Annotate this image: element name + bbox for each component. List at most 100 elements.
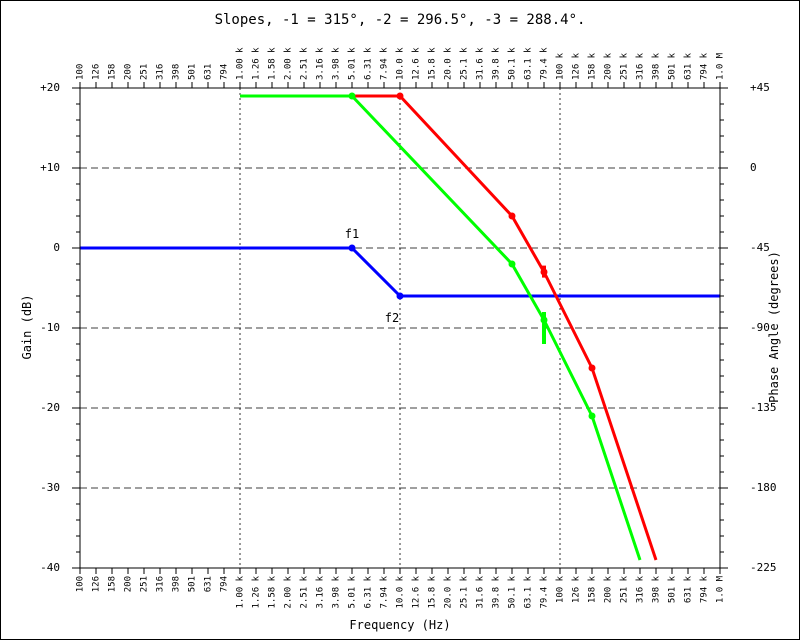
series-point bbox=[396, 92, 404, 100]
series-line bbox=[240, 94, 642, 561]
x-tick-label-bottom: 15.8 k bbox=[428, 575, 438, 608]
annotation-f1: f1 bbox=[345, 227, 359, 241]
y-tick-label-left: -40 bbox=[40, 561, 60, 574]
x-tick-label-bottom: 631 k bbox=[684, 575, 694, 603]
x-tick-label-top: 63.1 k bbox=[524, 47, 534, 80]
y-tick-label-left: -10 bbox=[40, 321, 60, 334]
x-tick-label-top: 12.6 k bbox=[412, 47, 422, 80]
annotations: f1 f2 bbox=[345, 227, 399, 325]
x-tick-label-bottom: 12.6 k bbox=[412, 575, 422, 608]
x-tick-labels: 100 100 126 126 158 158 200 200 251 251 316 316 398 3… bbox=[76, 47, 726, 609]
series-point bbox=[588, 364, 596, 372]
x-tick-label-top: 7.94 k bbox=[380, 47, 390, 80]
y-tick-label-right: -180 bbox=[750, 481, 777, 494]
x-tick-label-top: 3.98 k bbox=[332, 47, 342, 80]
x-tick-label-bottom: 1.58 k bbox=[268, 575, 278, 608]
x-tick-label-bottom: 1.00 k bbox=[236, 575, 246, 608]
y-tick-label-right: -90 bbox=[750, 321, 770, 334]
x-tick-label-bottom: 5.01 k bbox=[348, 575, 358, 608]
x-tick-label-bottom: 63.1 k bbox=[524, 575, 534, 608]
x-tick-label-bottom: 100 bbox=[76, 576, 86, 592]
x-tick-label-top: 39.8 k bbox=[492, 47, 502, 80]
x-tick-label-top: 1.0 M bbox=[716, 52, 726, 80]
x-tick-label-top: 126 bbox=[92, 64, 102, 80]
x-tick-label-bottom: 398 k bbox=[652, 575, 662, 603]
x-tick-label-top: 2.51 k bbox=[300, 47, 310, 80]
series-point bbox=[348, 244, 356, 252]
y-axis-label: Gain (dB) bbox=[20, 294, 34, 359]
x-tick-label-top: 2.00 k bbox=[284, 47, 294, 80]
x-tick-label-top: 100 k bbox=[556, 52, 566, 80]
y-tick-label-left: -30 bbox=[40, 481, 60, 494]
x-tick-label-bottom: 50.1 k bbox=[508, 575, 518, 608]
x-tick-label-top: 316 bbox=[156, 64, 166, 80]
x-tick-label-top: 50.1 k bbox=[508, 47, 518, 80]
x-axis-label: Frequency (Hz) bbox=[349, 618, 450, 632]
series-point bbox=[540, 316, 548, 324]
y-tick-label-right: -225 bbox=[750, 561, 777, 574]
x-tick-label-bottom: 79.4 k bbox=[540, 575, 550, 608]
y-tick-label-left: 0 bbox=[53, 241, 60, 254]
series-point bbox=[508, 260, 516, 268]
x-tick-label-top: 501 k bbox=[668, 52, 678, 80]
x-tick-label-top: 25.1 k bbox=[460, 47, 470, 80]
x-tick-label-bottom: 316 k bbox=[636, 575, 646, 603]
grid bbox=[80, 88, 720, 568]
y-tick-labels: +20 +10 0 -10 -20 -30 -40 +45 0 -45 -90 -135 -180 -22… bbox=[40, 81, 776, 574]
x-tick-label-top: 1.26 k bbox=[252, 47, 262, 80]
x-tick-label-bottom: 126 k bbox=[572, 575, 582, 603]
x-tick-label-bottom: 2.51 k bbox=[300, 575, 310, 608]
x-tick-label-top: 79.4 k bbox=[540, 47, 550, 80]
x-tick-label-bottom: 1.26 k bbox=[252, 575, 262, 608]
x-tick-label-bottom: 3.16 k bbox=[316, 575, 326, 608]
x-tick-label-top: 501 bbox=[188, 64, 198, 80]
x-tick-label-bottom: 7.94 k bbox=[380, 575, 390, 608]
series-line bbox=[240, 94, 658, 561]
x-tick-label-top: 794 bbox=[220, 64, 230, 80]
y-tick-label-right: -45 bbox=[750, 241, 770, 254]
x-tick-label-top: 794 k bbox=[700, 52, 710, 80]
axis-ticks bbox=[72, 82, 728, 574]
y-tick-label-right: +45 bbox=[750, 81, 770, 94]
x-tick-label-top: 15.8 k bbox=[428, 47, 438, 80]
x-tick-label-bottom: 126 bbox=[92, 576, 102, 592]
x-tick-label-bottom: 501 bbox=[188, 576, 198, 592]
x-tick-label-bottom: 6.31 k bbox=[364, 575, 374, 608]
y-tick-label-left: +10 bbox=[40, 161, 60, 174]
x-tick-label-top: 5.01 k bbox=[348, 47, 358, 80]
x-tick-label-top: 251 bbox=[140, 64, 150, 80]
x-tick-label-top: 6.31 k bbox=[364, 47, 374, 80]
x-tick-label-bottom: 316 bbox=[156, 576, 166, 592]
x-tick-label-top: 200 bbox=[124, 64, 134, 80]
x-tick-label-bottom: 31.6 k bbox=[476, 575, 486, 608]
x-tick-label-top: 398 k bbox=[652, 52, 662, 80]
y-tick-label-right: -135 bbox=[750, 401, 777, 414]
y-tick-label-right: 0 bbox=[750, 161, 757, 174]
x-tick-label-bottom: 251 k bbox=[620, 575, 630, 603]
x-tick-label-top: 631 bbox=[204, 64, 214, 80]
x-tick-label-bottom: 158 bbox=[108, 576, 118, 592]
x-tick-label-top: 31.6 k bbox=[476, 47, 486, 80]
plot-area-border bbox=[79, 87, 721, 569]
y-tick-label-left: -20 bbox=[40, 401, 60, 414]
x-tick-label-bottom: 794 bbox=[220, 576, 230, 592]
series-group bbox=[80, 92, 720, 561]
y2-axis-label: Phase Angle (degrees) bbox=[767, 251, 781, 403]
x-tick-label-top: 158 bbox=[108, 64, 118, 80]
x-tick-label-bottom: 10.0 k bbox=[396, 575, 406, 608]
x-tick-label-bottom: 200 bbox=[124, 576, 134, 592]
x-tick-label-top: 316 k bbox=[636, 52, 646, 80]
x-tick-label-bottom: 2.00 k bbox=[284, 575, 294, 608]
annotation-f2: f2 bbox=[385, 311, 399, 325]
x-tick-label-bottom: 39.8 k bbox=[492, 575, 502, 608]
x-tick-label-bottom: 158 k bbox=[588, 575, 598, 603]
x-tick-label-bottom: 100 k bbox=[556, 575, 566, 603]
series-line bbox=[80, 246, 720, 298]
x-tick-label-top: 1.58 k bbox=[268, 47, 278, 80]
x-tick-label-top: 158 k bbox=[588, 52, 598, 80]
series-point bbox=[508, 212, 516, 220]
x-tick-label-top: 3.16 k bbox=[316, 47, 326, 80]
x-tick-label-bottom: 25.1 k bbox=[460, 575, 470, 608]
x-tick-label-top: 1.00 k bbox=[236, 47, 246, 80]
